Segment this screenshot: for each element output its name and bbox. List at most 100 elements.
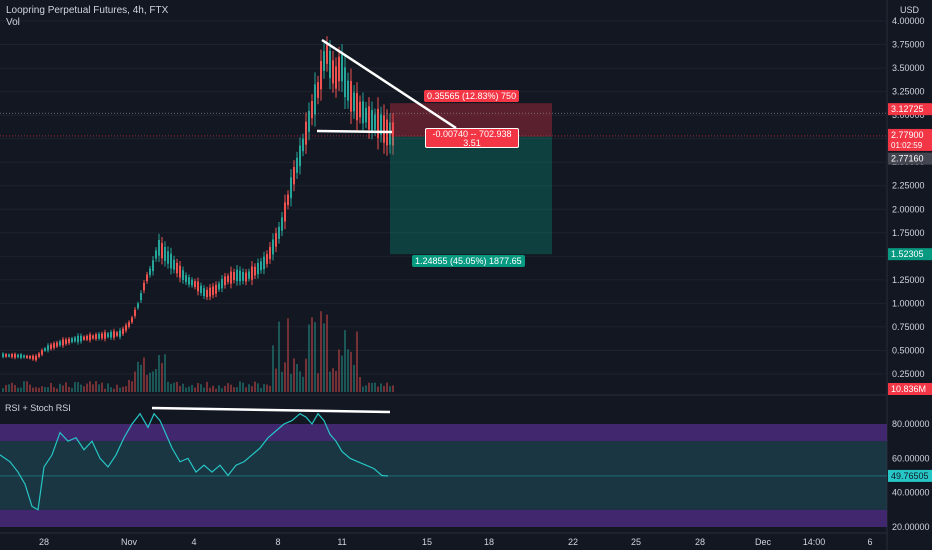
volume-bar bbox=[350, 351, 352, 392]
volume-bar bbox=[11, 382, 13, 392]
volume-bar bbox=[383, 385, 385, 392]
volume-bar bbox=[50, 382, 52, 392]
candle-body bbox=[296, 157, 298, 173]
volume-bar bbox=[341, 355, 343, 392]
candle-body bbox=[194, 281, 196, 288]
candle-body bbox=[323, 51, 325, 71]
volume-bar bbox=[194, 387, 196, 392]
time-tick-label: 11 bbox=[337, 537, 346, 547]
time-tick-label: 8 bbox=[275, 537, 280, 547]
trendlines[interactable] bbox=[316, 38, 457, 134]
volume-bar bbox=[110, 387, 112, 392]
candle-body bbox=[74, 337, 76, 342]
volume-bar bbox=[326, 314, 328, 392]
volume-bar bbox=[212, 385, 214, 392]
candle-body bbox=[20, 354, 22, 358]
candle-body bbox=[308, 110, 310, 132]
target-price-tag: 3.12725 bbox=[891, 104, 924, 114]
time-tick-label: 14:00 bbox=[803, 537, 826, 547]
volume-bar bbox=[104, 388, 106, 392]
volume-bar bbox=[230, 384, 232, 392]
volume-bar bbox=[299, 371, 301, 392]
rsi-divergence-trendline bbox=[151, 406, 391, 414]
price-tick-label: 4.00000 bbox=[892, 16, 925, 26]
indicator-label[interactable]: RSI + Stoch RSI bbox=[5, 403, 71, 413]
candle-body bbox=[17, 354, 19, 358]
candle-body bbox=[266, 254, 268, 264]
candle-body bbox=[77, 335, 79, 343]
candle-body bbox=[341, 54, 343, 82]
candle-body bbox=[140, 293, 142, 301]
time-tick-label: 4 bbox=[191, 537, 196, 547]
time-axis[interactable]: 28 Nov 4 8 11 15 18 22 25 28 Dec 14:00 6 bbox=[39, 537, 873, 547]
volume-bar bbox=[41, 386, 43, 392]
candle-body bbox=[41, 350, 43, 355]
candle-body bbox=[329, 50, 331, 79]
volume-bar bbox=[86, 383, 88, 392]
volume-bar bbox=[233, 387, 235, 392]
candle-body bbox=[101, 333, 103, 339]
volume-bar bbox=[224, 385, 226, 392]
volume-bar bbox=[365, 385, 367, 392]
volume-value-tag-bg bbox=[888, 383, 932, 395]
candle-body bbox=[32, 355, 34, 360]
candle-body bbox=[71, 338, 73, 343]
volume-bar bbox=[146, 374, 148, 392]
volume-value-tag: 10.836M bbox=[891, 384, 926, 394]
volume-bars bbox=[2, 311, 394, 392]
volume-bar bbox=[29, 384, 31, 392]
candle-body bbox=[134, 309, 136, 316]
rsi-tick-label: 40.00000 bbox=[892, 488, 930, 498]
time-tick-label: Dec bbox=[755, 537, 772, 547]
candle-body bbox=[212, 286, 214, 295]
volume-bar bbox=[14, 385, 16, 392]
position-risk-label: 0.35565 (12.83%) 750 bbox=[424, 90, 520, 102]
candle-body bbox=[176, 262, 178, 274]
candle-body bbox=[92, 335, 94, 339]
volume-bar bbox=[338, 349, 340, 392]
candle-body bbox=[239, 270, 241, 282]
rsi-pane bbox=[0, 406, 887, 527]
volume-bar bbox=[164, 354, 166, 392]
candle-body bbox=[218, 283, 220, 290]
volume-bar bbox=[56, 388, 58, 392]
volume-bar bbox=[386, 382, 388, 392]
last-price-tag-bg bbox=[888, 128, 932, 151]
volume-bar bbox=[59, 383, 61, 392]
candle-body bbox=[125, 325, 127, 331]
candle-body bbox=[164, 247, 166, 261]
currency-label: USD bbox=[900, 5, 920, 15]
volume-bar bbox=[245, 387, 247, 392]
candle-body bbox=[104, 332, 106, 339]
candle-body bbox=[5, 354, 7, 357]
price-tick-label: 1.00000 bbox=[892, 298, 925, 308]
volume-bar bbox=[389, 386, 391, 392]
time-tick-label: 25 bbox=[631, 537, 641, 547]
time-tick-label: 18 bbox=[484, 537, 494, 547]
position-center-label[interactable]: -0.00740 -- 702.938 3.51 bbox=[425, 128, 519, 148]
volume-bar bbox=[113, 388, 115, 392]
candle-body bbox=[365, 107, 367, 123]
volume-bar bbox=[359, 376, 361, 392]
candle-body bbox=[371, 109, 373, 131]
candle-body bbox=[152, 260, 154, 272]
candle-body bbox=[179, 265, 181, 278]
volume-bar bbox=[362, 386, 364, 392]
candle-body bbox=[26, 355, 28, 359]
candle-body bbox=[11, 354, 13, 358]
candle-body bbox=[80, 335, 82, 342]
volume-bar bbox=[116, 384, 118, 392]
last-price-label: 2.77900 bbox=[891, 130, 924, 140]
candle-body bbox=[206, 289, 208, 298]
candle-body bbox=[290, 177, 292, 199]
volume-bar bbox=[131, 381, 133, 392]
volume-bar bbox=[176, 381, 178, 392]
price-axis[interactable]: 4.000003.750003.500003.250003.000002.750… bbox=[888, 16, 932, 532]
candle-body bbox=[113, 331, 115, 338]
volume-bar bbox=[380, 383, 382, 392]
volume-bar bbox=[227, 383, 229, 392]
price-tick-label: 0.75000 bbox=[892, 322, 925, 332]
candle-body bbox=[203, 288, 205, 296]
candlestick-series bbox=[2, 36, 394, 362]
